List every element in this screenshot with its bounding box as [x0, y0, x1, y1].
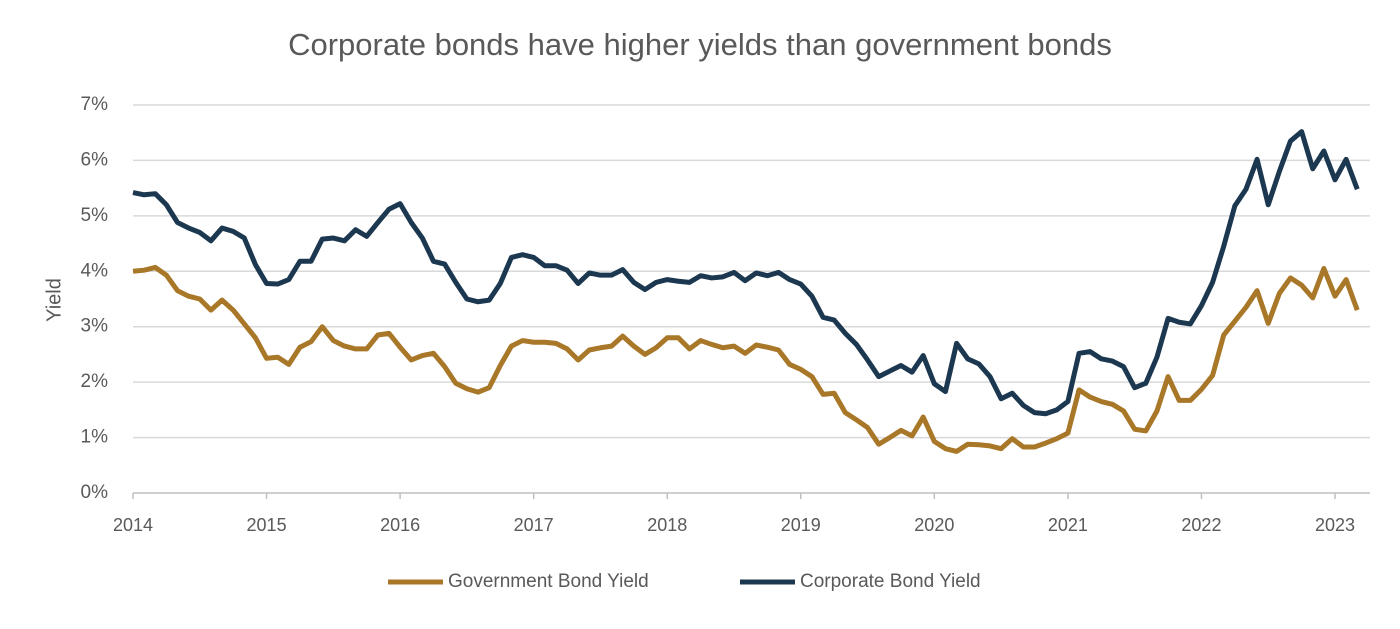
y-tick-label: 0% [81, 482, 109, 503]
series-line [132, 264, 1360, 454]
x-tick-label: 2021 [1048, 515, 1088, 535]
y-tick-label: 7% [81, 94, 109, 115]
series-line [132, 129, 1360, 417]
x-tick-label: 2023 [1315, 515, 1355, 535]
x-tick-label: 2014 [113, 515, 153, 535]
y-tick-label: 4% [81, 260, 109, 281]
y-tick-label: 2% [81, 371, 109, 392]
y-tick-label: 1% [81, 427, 109, 448]
chart-title: Corporate bonds have higher yields than … [288, 27, 1112, 62]
x-tick-label: 2020 [914, 515, 954, 535]
x-tick-label: 2018 [647, 515, 687, 535]
y-axis-label: Yield [43, 278, 65, 322]
y-tick-label: 6% [81, 149, 109, 170]
x-tick-label: 2017 [514, 515, 554, 535]
x-tick-label: 2015 [247, 515, 287, 535]
x-tick-label: 2019 [781, 515, 821, 535]
y-tick-label: 5% [81, 205, 109, 226]
legend-label: Corporate Bond Yield [800, 571, 981, 592]
y-tick-label: 3% [81, 316, 109, 337]
x-tick-label: 2016 [380, 515, 420, 535]
x-tick-label: 2022 [1181, 515, 1221, 535]
legend-label: Government Bond Yield [448, 571, 649, 592]
